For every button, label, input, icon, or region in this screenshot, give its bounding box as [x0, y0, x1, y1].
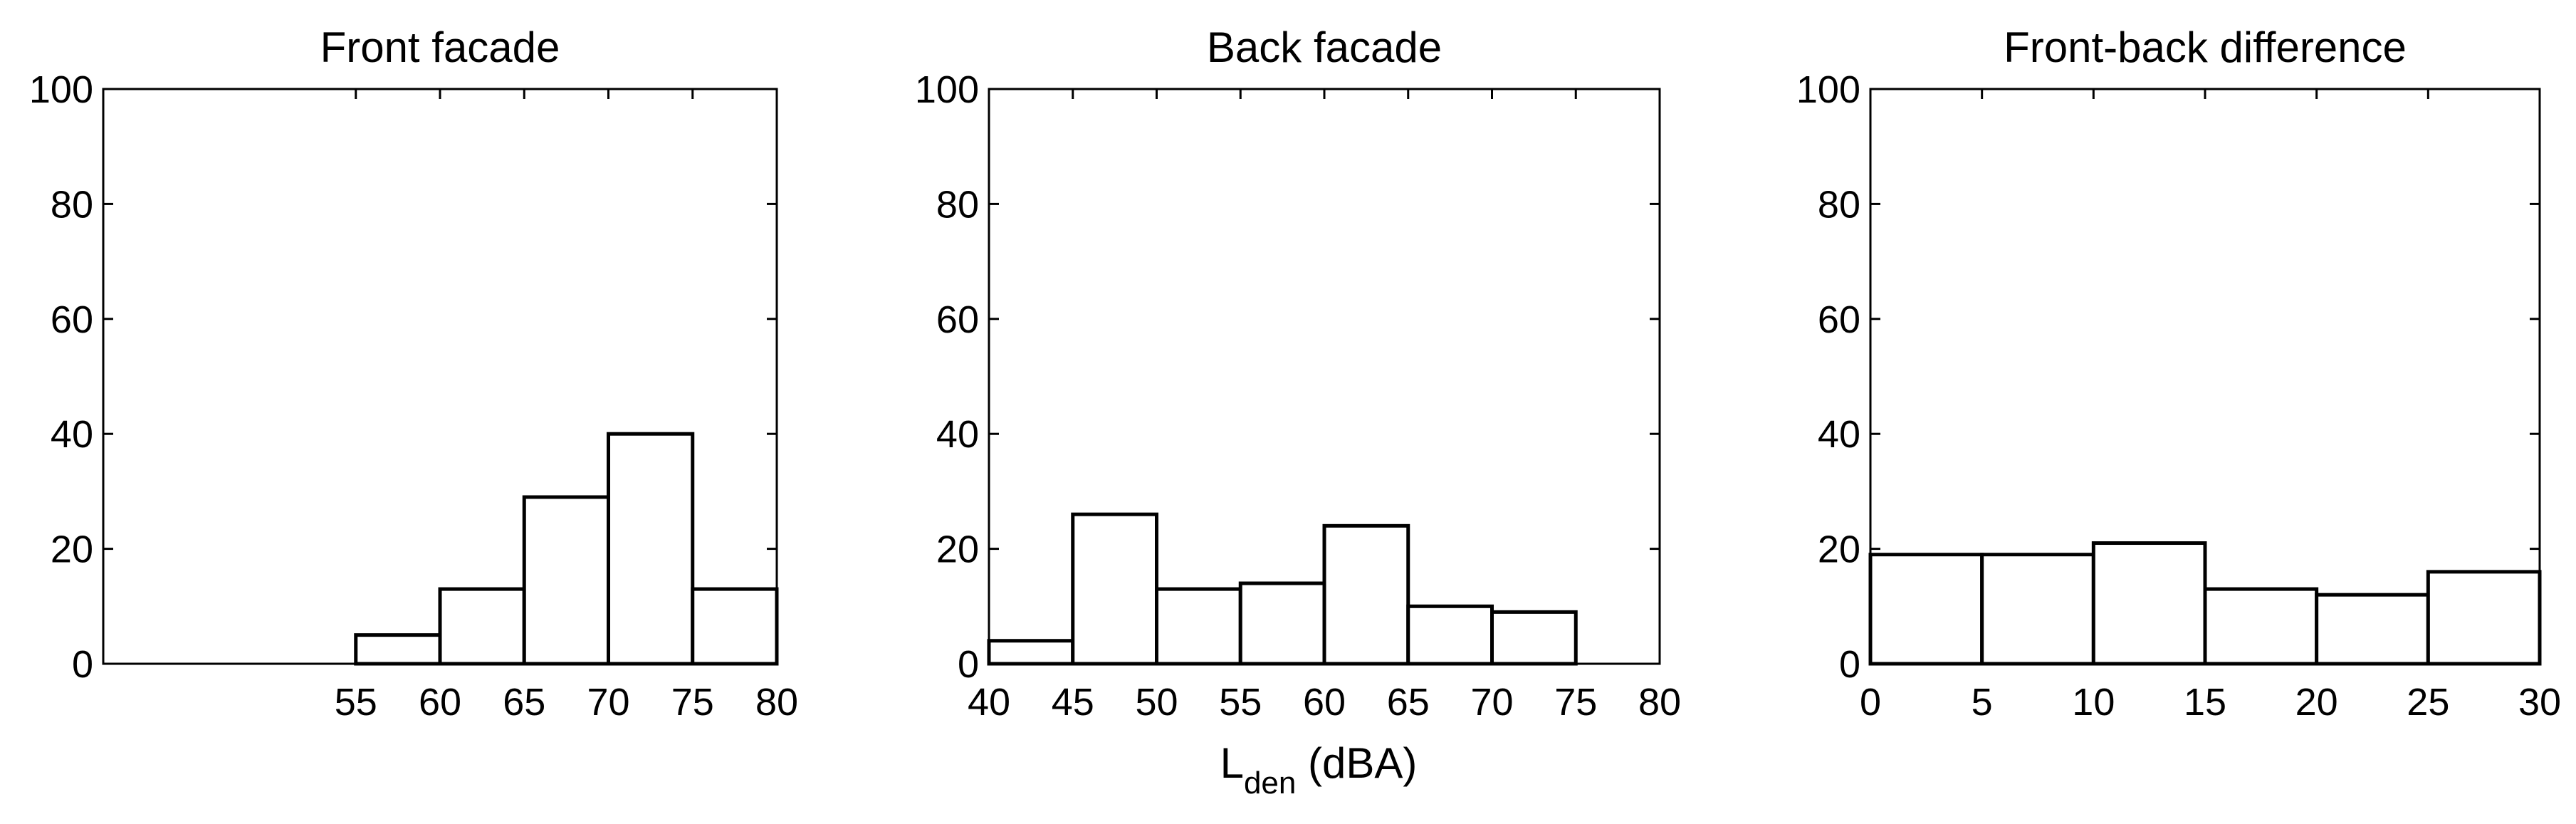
bar-4 — [1238, 581, 1326, 666]
y-tick-label: 20 — [1818, 528, 1860, 571]
x-tick-label: 55 — [1219, 681, 1262, 724]
bar-5 — [2315, 593, 2430, 666]
y-tick-label: 60 — [936, 298, 979, 341]
x-tick-label: 75 — [1554, 681, 1597, 724]
bar-5 — [691, 587, 779, 666]
x-tick-label: 55 — [335, 681, 377, 724]
y-tick-label: 100 — [29, 68, 93, 111]
bar-4 — [2203, 587, 2319, 666]
x-tick-label: 65 — [1387, 681, 1430, 724]
y-tick-label: 20 — [936, 528, 979, 571]
y-tick-label: 100 — [915, 68, 979, 111]
x-tick-label: 80 — [755, 681, 798, 724]
chart-panel-1: 0 20 40 60 80 100 55 60 65 70 75 80 Front facade — [29, 24, 798, 724]
y-tick-label: 100 — [1796, 68, 1860, 111]
x-tick-label: 5 — [1972, 681, 1993, 724]
y-tick-label: 40 — [1818, 413, 1860, 456]
x-tick-label: 50 — [1135, 681, 1178, 724]
y-tick-label: 40 — [51, 413, 93, 456]
x-tick-label: 30 — [2518, 681, 2561, 724]
y-tick-label: 40 — [936, 413, 979, 456]
bar-6 — [1406, 604, 1494, 666]
bar-4 — [607, 432, 695, 666]
y-tick-label: 60 — [51, 298, 93, 341]
x-axis-label: Lden (dBA) — [1220, 739, 1418, 800]
bar-6 — [2426, 570, 2542, 666]
bar-1 — [987, 639, 1075, 666]
y-tick-label: 80 — [1818, 183, 1860, 226]
y-tick-label: 0 — [1839, 643, 1860, 686]
chart-title: Front-back difference — [2004, 24, 2407, 71]
bar-2 — [1071, 512, 1158, 666]
bar-1 — [354, 633, 442, 666]
y-tick-label: 20 — [51, 528, 93, 571]
chart-title: Back facade — [1207, 24, 1442, 71]
x-tick-label: 15 — [2184, 681, 2226, 724]
y-tick-label: 80 — [936, 183, 979, 226]
x-tick-label: 70 — [1470, 681, 1513, 724]
x-tick-label: 65 — [503, 681, 545, 724]
y-tick-label: 0 — [958, 643, 979, 686]
chart-title: Front facade — [320, 24, 560, 71]
x-axis-label-subscript: den — [1244, 766, 1296, 800]
chart-panel-2: 0 20 40 60 80 100 40 45 50 55 60 65 70 75 80 Back facad… — [915, 24, 1681, 800]
x-tick-label: 10 — [2072, 681, 2115, 724]
x-tick-label: 45 — [1052, 681, 1094, 724]
bar-2 — [438, 587, 526, 666]
chart-panel-3: 0 20 40 60 80 100 0 5 10 15 20 25 30 Front-back diffe… — [1796, 24, 2561, 724]
y-tick-label: 80 — [51, 183, 93, 226]
x-tick-label: 60 — [1303, 681, 1346, 724]
bar-2 — [1980, 553, 2095, 666]
x-tick-label: 80 — [1638, 681, 1681, 724]
bar-1 — [1868, 553, 1984, 666]
bar-3 — [1155, 587, 1242, 666]
bar-3 — [2091, 541, 2207, 666]
x-tick-label: 60 — [419, 681, 461, 724]
y-tick-label: 0 — [72, 643, 93, 686]
y-tick-label: 60 — [1818, 298, 1860, 341]
x-tick-label: 40 — [968, 681, 1010, 724]
x-tick-label: 0 — [1860, 681, 1881, 724]
x-tick-label: 75 — [671, 681, 714, 724]
x-axis-label-unit: (dBA) — [1296, 739, 1417, 787]
bar-3 — [522, 495, 610, 666]
bar-7 — [1490, 610, 1578, 666]
x-tick-label: 25 — [2407, 681, 2449, 724]
x-tick-label: 70 — [587, 681, 629, 724]
bar-5 — [1322, 523, 1410, 666]
x-axis-label-main: L — [1220, 739, 1244, 787]
x-tick-label: 20 — [2295, 681, 2338, 724]
